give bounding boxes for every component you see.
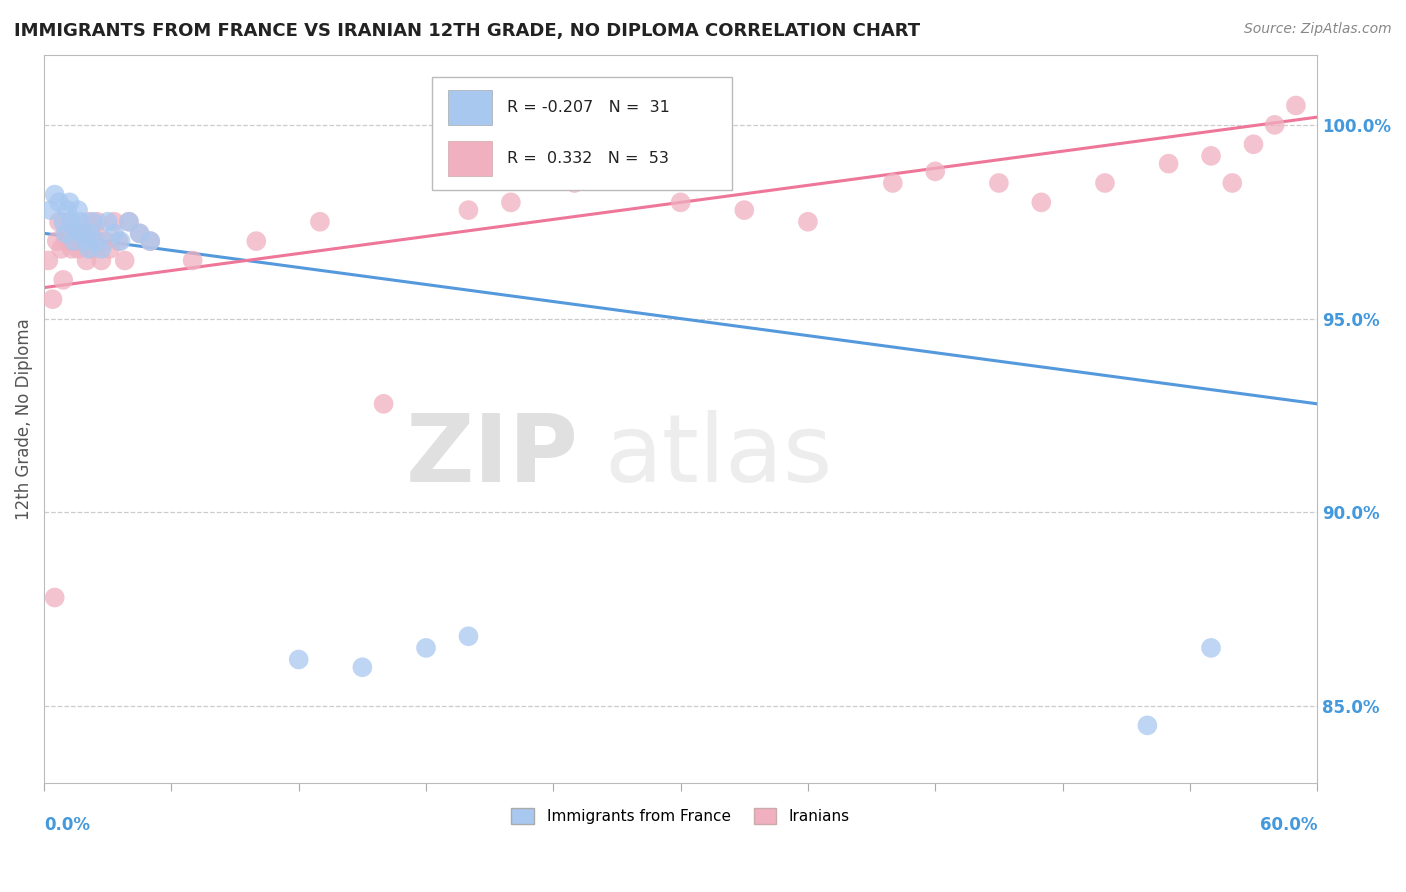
Point [39,203,62,218]
Text: R =  0.332   N =  53: R = 0.332 N = 53 [508,151,669,166]
Point [53,234,76,248]
Point [103,227,125,241]
Text: ZIP: ZIP [406,409,579,501]
Point [924,164,946,178]
Point [797,215,820,229]
Point [90,253,112,268]
Point [69,215,91,229]
Point [882,176,904,190]
Point [287,652,309,666]
Point [67,203,90,218]
Point [56,227,79,241]
Point [181,253,204,268]
Point [86,215,108,229]
Point [1220,176,1243,190]
Point [107,234,129,248]
Point [58,195,80,210]
Text: R = -0.207   N =  31: R = -0.207 N = 31 [508,100,671,115]
Point [1264,118,1286,132]
Point [733,203,755,218]
Point [139,234,162,248]
Point [110,234,132,248]
Point [139,234,162,248]
Point [63,234,86,248]
Point [373,397,395,411]
Point [1199,640,1222,655]
Point [118,215,141,229]
Point [53,227,76,241]
Point [49,242,72,256]
FancyBboxPatch shape [447,141,492,176]
Point [48,215,70,229]
Point [564,176,586,190]
Point [94,234,117,248]
Y-axis label: 12th Grade, No Diploma: 12th Grade, No Diploma [15,318,32,520]
Point [65,222,87,236]
Point [76,253,98,268]
Text: atlas: atlas [605,409,832,501]
Point [77,242,100,256]
Point [1031,195,1053,210]
Point [98,242,121,256]
Point [669,195,692,210]
Point [1199,149,1222,163]
FancyBboxPatch shape [447,90,492,125]
Point [90,242,112,256]
Point [77,215,100,229]
Point [67,242,90,256]
Point [1157,156,1180,170]
Point [84,227,107,241]
Point [1285,98,1308,112]
Point [76,234,98,248]
Text: Source: ZipAtlas.com: Source: ZipAtlas.com [1244,22,1392,37]
Point [118,215,141,229]
Point [60,242,83,256]
Point [52,273,75,287]
FancyBboxPatch shape [433,77,731,190]
Point [56,203,79,218]
Point [44,591,66,605]
Point [1136,718,1159,732]
Point [245,234,267,248]
Point [41,292,63,306]
Point [82,242,104,256]
Point [52,215,75,229]
Point [499,195,522,210]
Point [45,234,67,248]
Point [415,640,437,655]
Point [60,215,83,229]
Point [65,227,87,241]
Point [457,629,479,643]
Point [352,660,374,674]
Point [44,187,66,202]
Point [1094,176,1116,190]
Point [114,253,136,268]
Point [1243,137,1265,152]
Point [97,215,120,229]
Point [37,253,59,268]
Point [987,176,1010,190]
Point [73,234,96,248]
Point [63,234,86,248]
Text: 0.0%: 0.0% [44,816,90,834]
Legend: Immigrants from France, Iranians: Immigrants from France, Iranians [505,802,856,830]
Text: 60.0%: 60.0% [1260,816,1317,834]
Point [48,195,70,210]
Point [69,234,91,248]
Text: IMMIGRANTS FROM FRANCE VS IRANIAN 12TH GRADE, NO DIPLOMA CORRELATION CHART: IMMIGRANTS FROM FRANCE VS IRANIAN 12TH G… [14,22,920,40]
Point [86,234,108,248]
Point [58,215,80,229]
Point [103,215,125,229]
Point [457,203,479,218]
Point [82,215,104,229]
Point [128,227,150,241]
Point [72,227,94,241]
Point [80,227,103,241]
Point [128,227,150,241]
Point [72,227,94,241]
Point [309,215,332,229]
Point [80,234,103,248]
